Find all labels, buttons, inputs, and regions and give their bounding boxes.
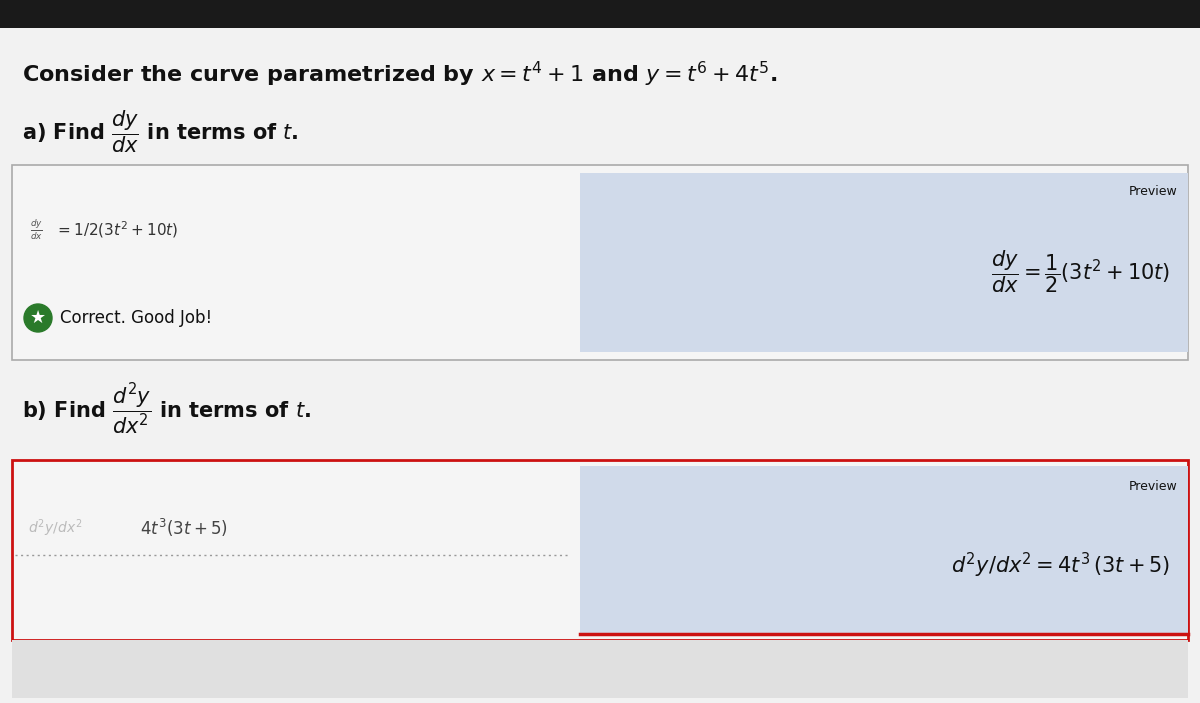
Circle shape: [24, 304, 52, 332]
Text: $\dfrac{dy}{dx} = \dfrac{1}{2}\left(3t^2 + 10t\right)$: $\dfrac{dy}{dx} = \dfrac{1}{2}\left(3t^2…: [991, 249, 1170, 295]
Text: Preview: Preview: [1129, 480, 1178, 493]
Bar: [12, 165, 1188, 360]
Text: Consider the curve parametrized by $x = t^4 + 1$ and $y = t^6 + 4t^5$.: Consider the curve parametrized by $x = …: [22, 60, 778, 89]
Bar: [12, 460, 1188, 640]
Text: $d^2y/dx^2$: $d^2y/dx^2$: [28, 517, 83, 538]
Text: ★: ★: [30, 309, 46, 327]
Text: $\frac{dy}{dx}$: $\frac{dy}{dx}$: [30, 218, 43, 242]
Text: a) Find $\dfrac{dy}{dx}$ in terms of $t$.: a) Find $\dfrac{dy}{dx}$ in terms of $t$…: [22, 108, 299, 155]
Text: b) Find $\dfrac{d^2y}{dx^2}$ in terms of $t$.: b) Find $\dfrac{d^2y}{dx^2}$ in terms of…: [22, 382, 311, 437]
Text: Preview: Preview: [1129, 185, 1178, 198]
Bar: [12, 640, 1188, 698]
Text: $4t^3(3t+5)$: $4t^3(3t+5)$: [140, 517, 228, 539]
Bar: [580, 173, 1188, 352]
Bar: [0, 0, 1200, 28]
Text: $d^2y/dx^2 = 4t^3\,(3t + 5)$: $d^2y/dx^2 = 4t^3\,(3t + 5)$: [950, 550, 1170, 579]
Text: Correct. Good Job!: Correct. Good Job!: [60, 309, 212, 327]
Bar: [580, 466, 1188, 634]
Text: $= 1/2(3t^2+10t)$: $= 1/2(3t^2+10t)$: [55, 219, 179, 240]
